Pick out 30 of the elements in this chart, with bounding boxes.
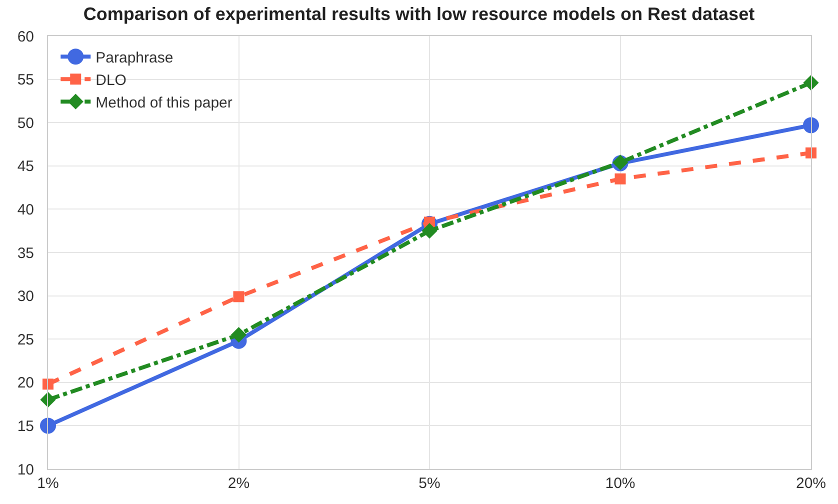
point bbox=[233, 291, 244, 302]
point bbox=[40, 392, 56, 408]
y-tick-label: 15 bbox=[17, 418, 34, 435]
point bbox=[614, 173, 626, 184]
y-tick-label: 25 bbox=[17, 331, 34, 348]
point bbox=[40, 418, 56, 434]
x-tick-label: 10% bbox=[605, 475, 636, 492]
point bbox=[230, 326, 247, 343]
y-tick-label: 35 bbox=[17, 244, 34, 262]
point bbox=[803, 74, 819, 91]
x-tick-label: 20% bbox=[796, 475, 826, 492]
point bbox=[806, 147, 816, 158]
y-tick-label: 55 bbox=[17, 72, 34, 89]
point bbox=[42, 378, 54, 390]
x-tick-label: 2% bbox=[228, 475, 250, 492]
y-tick-label: 30 bbox=[17, 288, 34, 306]
x-tick-label: 5% bbox=[418, 475, 440, 492]
legend-label: Method of this paper bbox=[96, 94, 232, 112]
point bbox=[422, 223, 438, 239]
legend-label: Paraphrase bbox=[96, 49, 174, 66]
y-tick-label: 20 bbox=[17, 374, 34, 392]
x-tick-label: 1% bbox=[37, 475, 59, 492]
y-tick-label: 45 bbox=[17, 158, 34, 176]
y-tick-label: 40 bbox=[17, 201, 34, 218]
chart-title: Comparison of experimental results with low resource models on Rest dataset bbox=[83, 4, 755, 24]
point bbox=[803, 117, 819, 134]
y-tick-label: 60 bbox=[17, 28, 34, 46]
y-tick-label: 50 bbox=[17, 114, 34, 132]
y-tick-label: 10 bbox=[17, 461, 34, 478]
legend-label: DLO bbox=[96, 72, 126, 89]
